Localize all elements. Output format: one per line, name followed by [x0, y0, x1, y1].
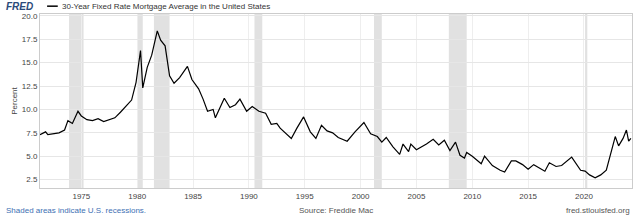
svg-text:15.0: 15.0	[22, 58, 38, 67]
svg-text:2.5: 2.5	[26, 175, 38, 184]
svg-text:1990: 1990	[240, 192, 258, 201]
svg-text:2010: 2010	[463, 192, 481, 201]
svg-text:17.5: 17.5	[22, 35, 38, 44]
svg-text:30-Year Fixed Rate Mortgage Av: 30-Year Fixed Rate Mortgage Average in t…	[62, 2, 270, 11]
svg-text:20.0: 20.0	[22, 12, 38, 21]
svg-text:2000: 2000	[352, 192, 370, 201]
svg-text:1980: 1980	[128, 192, 146, 201]
svg-text:2005: 2005	[408, 192, 426, 201]
svg-text:12.5: 12.5	[22, 82, 38, 91]
svg-text:7.5: 7.5	[26, 129, 38, 138]
svg-text:5.0: 5.0	[26, 152, 38, 161]
svg-text:Shaded areas indicate U.S. rec: Shaded areas indicate U.S. recessions.	[6, 206, 146, 215]
svg-text:1975: 1975	[72, 192, 90, 201]
svg-text:2020: 2020	[575, 192, 593, 201]
svg-text:1995: 1995	[296, 192, 314, 201]
svg-text:Percent: Percent	[10, 86, 19, 114]
svg-text:2015: 2015	[519, 192, 537, 201]
svg-text:10.0: 10.0	[22, 105, 38, 114]
svg-text:fred.stlouisfed.org: fred.stlouisfed.org	[566, 206, 630, 215]
svg-text:Source: Freddie Mac: Source: Freddie Mac	[299, 206, 373, 215]
svg-text:FRED: FRED	[6, 1, 33, 12]
svg-text:1985: 1985	[184, 192, 202, 201]
